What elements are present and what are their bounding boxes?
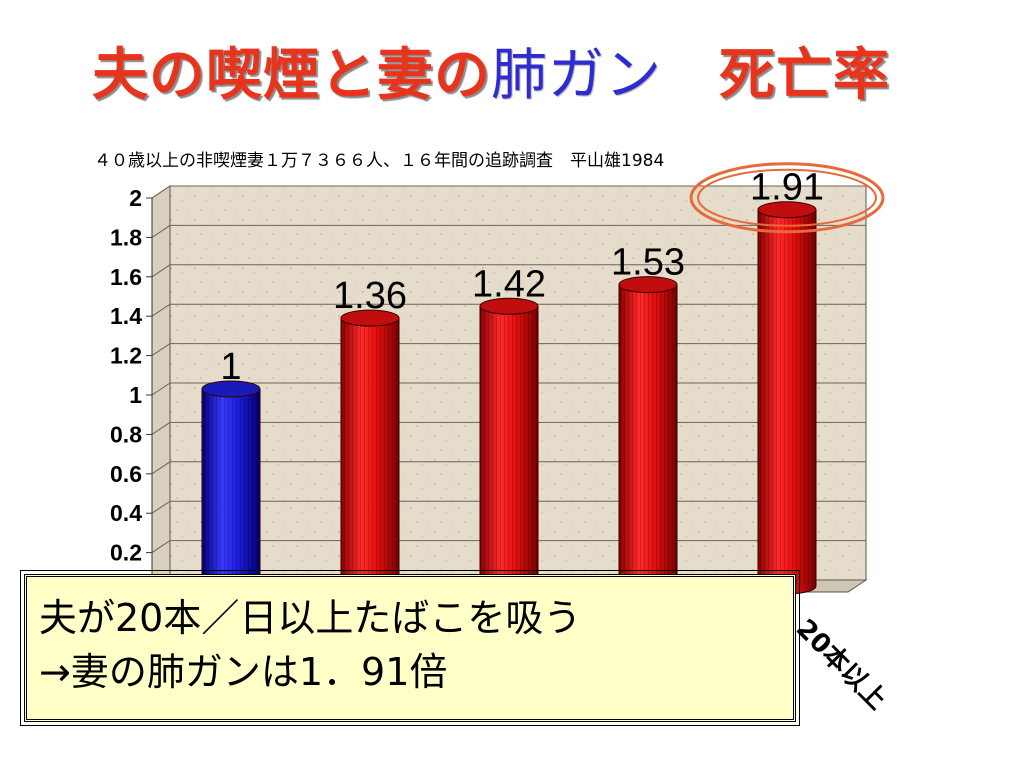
bar-ribbing bbox=[202, 389, 260, 586]
bar-top bbox=[618, 276, 678, 294]
bar-top bbox=[479, 297, 539, 315]
gridline bbox=[151, 264, 866, 278]
y-tick-label: 1.4 bbox=[110, 303, 142, 329]
x-category-label: 20本以上 bbox=[790, 614, 892, 716]
bar-top bbox=[757, 201, 817, 219]
gridline bbox=[151, 185, 866, 199]
y-tick-label: 0.4 bbox=[110, 500, 142, 526]
title-part-lung-cancer: 肺ガン bbox=[491, 43, 662, 108]
y-tick-label: 1.6 bbox=[110, 264, 142, 290]
data-labels: 1 1.36 1.42 1.53 1.91 bbox=[220, 167, 824, 388]
bar bbox=[618, 276, 678, 595]
y-tick-label: 2 bbox=[129, 185, 142, 211]
y-tick-label: 0.2 bbox=[110, 540, 142, 566]
bar-ribbing bbox=[341, 318, 399, 586]
bar-top bbox=[201, 380, 261, 398]
bar bbox=[201, 380, 261, 595]
highlight-ring-outer bbox=[689, 162, 885, 234]
y-tick-label: 1.2 bbox=[110, 343, 142, 369]
bars bbox=[201, 201, 817, 595]
callout-line-1: 夫が20本／日以上たばこを吸う bbox=[39, 596, 582, 640]
y-tick-label: 0.6 bbox=[110, 461, 142, 487]
bar-ribbing bbox=[480, 306, 538, 586]
chart-subtitle: ４０歳以上の非喫煙妻１万７３６６人、１６年間の追跡調査 平山雄1984 bbox=[94, 151, 665, 171]
callout-line-2: →妻の肺ガンは1．91倍 bbox=[39, 650, 448, 694]
callout-box: 夫が20本／日以上たばこを吸う →妻の肺ガンは1．91倍 bbox=[20, 570, 800, 726]
y-tick-label: 0.8 bbox=[110, 421, 142, 447]
bar-top bbox=[340, 309, 400, 327]
data-label: 1.36 bbox=[333, 275, 407, 317]
bar-ribbing bbox=[758, 209, 816, 587]
bar-ribbing bbox=[619, 284, 677, 586]
data-label: 1 bbox=[220, 346, 241, 388]
bar bbox=[340, 309, 400, 595]
data-label: 1.53 bbox=[611, 242, 685, 284]
bar bbox=[757, 201, 817, 595]
title-part-smoking: 夫の喫煙と妻の bbox=[92, 43, 491, 108]
page-title: 夫の喫煙と妻の肺ガン 死亡率 bbox=[92, 43, 890, 108]
y-axis: 0.2 0.4 0.6 0.8 1 1.2 1.4 1.6 1.8 2 bbox=[110, 185, 153, 592]
y-tick-label: 1.8 bbox=[110, 224, 142, 250]
x-axis-labels: 20本以上 bbox=[790, 614, 892, 716]
gridline bbox=[151, 224, 866, 238]
y-tick-label: 1 bbox=[129, 382, 142, 408]
bar bbox=[479, 297, 539, 595]
highlight-ellipse bbox=[689, 162, 885, 234]
data-label: 1.42 bbox=[472, 263, 546, 305]
highlight-ring-inner bbox=[697, 168, 877, 227]
title-part-mortality: 死亡率 bbox=[662, 43, 890, 108]
data-label: 1.91 bbox=[750, 167, 824, 209]
